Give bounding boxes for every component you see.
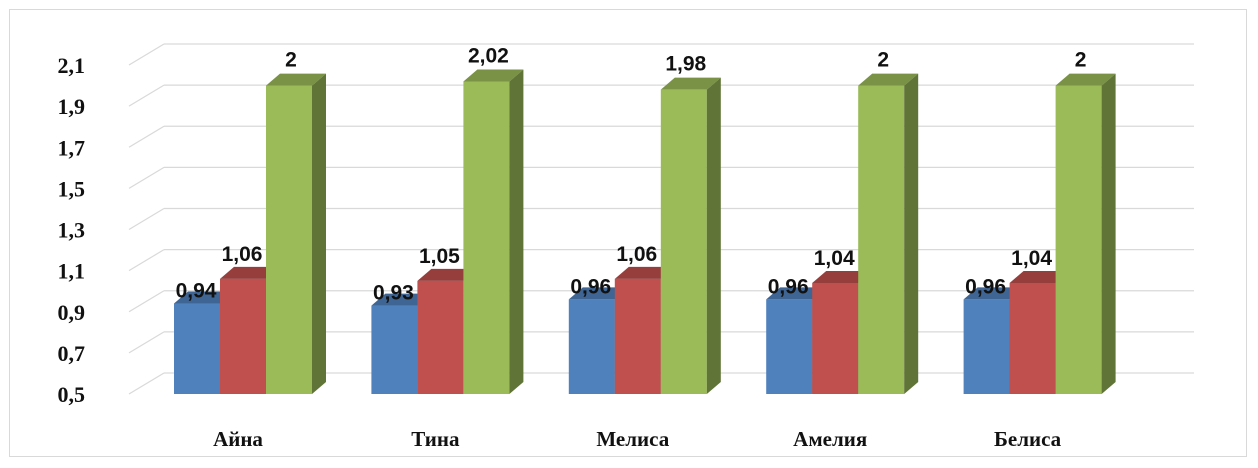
- bar-front: [463, 81, 510, 394]
- bar-front: [812, 282, 859, 394]
- gridline-side: [128, 125, 165, 148]
- bar: [266, 73, 326, 394]
- gridline-side: [128, 43, 165, 66]
- data-label: 1,05: [419, 245, 460, 268]
- data-label: 1,06: [616, 243, 657, 266]
- data-label: 0,96: [965, 275, 1006, 298]
- bar-top: [660, 77, 721, 90]
- bar: [858, 73, 919, 394]
- data-label: 0,96: [768, 275, 809, 298]
- data-label: 1,04: [814, 247, 855, 270]
- bar-side: [509, 69, 524, 394]
- y-tick-label: 0,7: [58, 341, 86, 366]
- y-tick-label: 1,1: [58, 259, 86, 284]
- bar: [463, 69, 524, 394]
- data-label: 1,04: [1011, 247, 1052, 270]
- data-label: 2: [285, 49, 297, 72]
- data-label: 0,96: [570, 275, 611, 298]
- chart-frame: 0,5 0,7 0,9 1,1 1,3 1,5 1,7 1,9 2,1 0,94 1,06 2 Айна…: [9, 9, 1247, 457]
- bar-front: [371, 305, 418, 394]
- y-tick-label: 0,5: [58, 382, 86, 407]
- x-tick-label: Тина: [411, 427, 460, 451]
- bar-top: [1009, 270, 1070, 283]
- bar-top: [812, 270, 873, 283]
- bar-top: [1055, 73, 1116, 86]
- bar-side: [312, 73, 326, 394]
- bar: [1055, 73, 1116, 394]
- y-tick-label: 1,7: [58, 135, 86, 160]
- bar-front: [1055, 85, 1102, 394]
- bar-front: [614, 278, 661, 394]
- x-tick-label: Белиса: [994, 427, 1062, 451]
- data-label: 2,02: [468, 44, 509, 67]
- y-tick-label: 1,9: [58, 94, 86, 119]
- bar-front: [266, 85, 312, 394]
- bar-front: [766, 299, 813, 394]
- bar-top: [963, 287, 1024, 300]
- y-tick-label: 1,3: [58, 218, 86, 243]
- bar-top: [174, 291, 234, 304]
- bar-side: [1101, 73, 1116, 394]
- bar-front: [417, 280, 464, 394]
- bar-front: [963, 299, 1010, 394]
- bar-front: [858, 85, 905, 394]
- bar-front: [174, 303, 220, 394]
- x-tick-label: Амелия: [793, 427, 867, 451]
- x-tick-label: Мелиса: [596, 427, 669, 451]
- y-tick-label: 2,1: [58, 53, 86, 78]
- bar-side: [706, 77, 721, 395]
- gridline-side: [128, 372, 165, 395]
- data-label: 2: [1075, 49, 1087, 72]
- bar-top: [858, 73, 919, 86]
- bar-top: [614, 266, 675, 279]
- bar-front: [660, 89, 707, 395]
- bar-side: [904, 73, 919, 394]
- gridline-side: [128, 249, 165, 272]
- bar-top: [463, 69, 524, 82]
- gridline-side: [128, 84, 165, 107]
- bar-front: [1009, 282, 1056, 394]
- y-tick-label: 1,5: [58, 176, 86, 201]
- y-tick-label: 0,9: [58, 300, 86, 325]
- data-label: 1,98: [665, 53, 706, 76]
- bar-top: [266, 73, 326, 86]
- bar: [568, 287, 629, 394]
- data-label: 1,06: [222, 243, 263, 266]
- data-label: 2: [877, 49, 889, 72]
- bar-top: [220, 266, 280, 279]
- gridline-side: [128, 331, 165, 354]
- bar-top: [371, 293, 432, 306]
- bar-top: [766, 287, 827, 300]
- x-tick-label: Айна: [213, 427, 263, 451]
- bar-chart: 0,50,70,91,11,31,51,71,92,10,941,062Айна…: [58, 43, 1194, 451]
- data-label: 0,93: [373, 282, 414, 305]
- bar-front: [568, 299, 615, 394]
- gridline-side: [128, 207, 165, 231]
- bar-front: [220, 278, 266, 394]
- bar-top: [568, 287, 629, 300]
- gridline-side: [128, 166, 165, 189]
- bar-top: [417, 268, 478, 281]
- gridline-side: [128, 290, 165, 313]
- data-label: 0,94: [176, 280, 217, 303]
- bar: [660, 77, 721, 395]
